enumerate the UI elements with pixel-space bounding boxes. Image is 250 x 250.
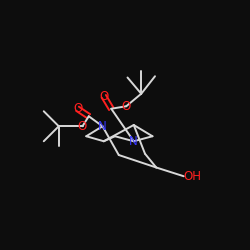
Text: O: O bbox=[99, 90, 108, 103]
Text: N: N bbox=[98, 120, 107, 133]
Text: O: O bbox=[73, 102, 82, 115]
Text: OH: OH bbox=[184, 170, 202, 183]
Text: N: N bbox=[130, 135, 138, 148]
Text: O: O bbox=[122, 100, 131, 113]
Text: O: O bbox=[78, 120, 87, 133]
